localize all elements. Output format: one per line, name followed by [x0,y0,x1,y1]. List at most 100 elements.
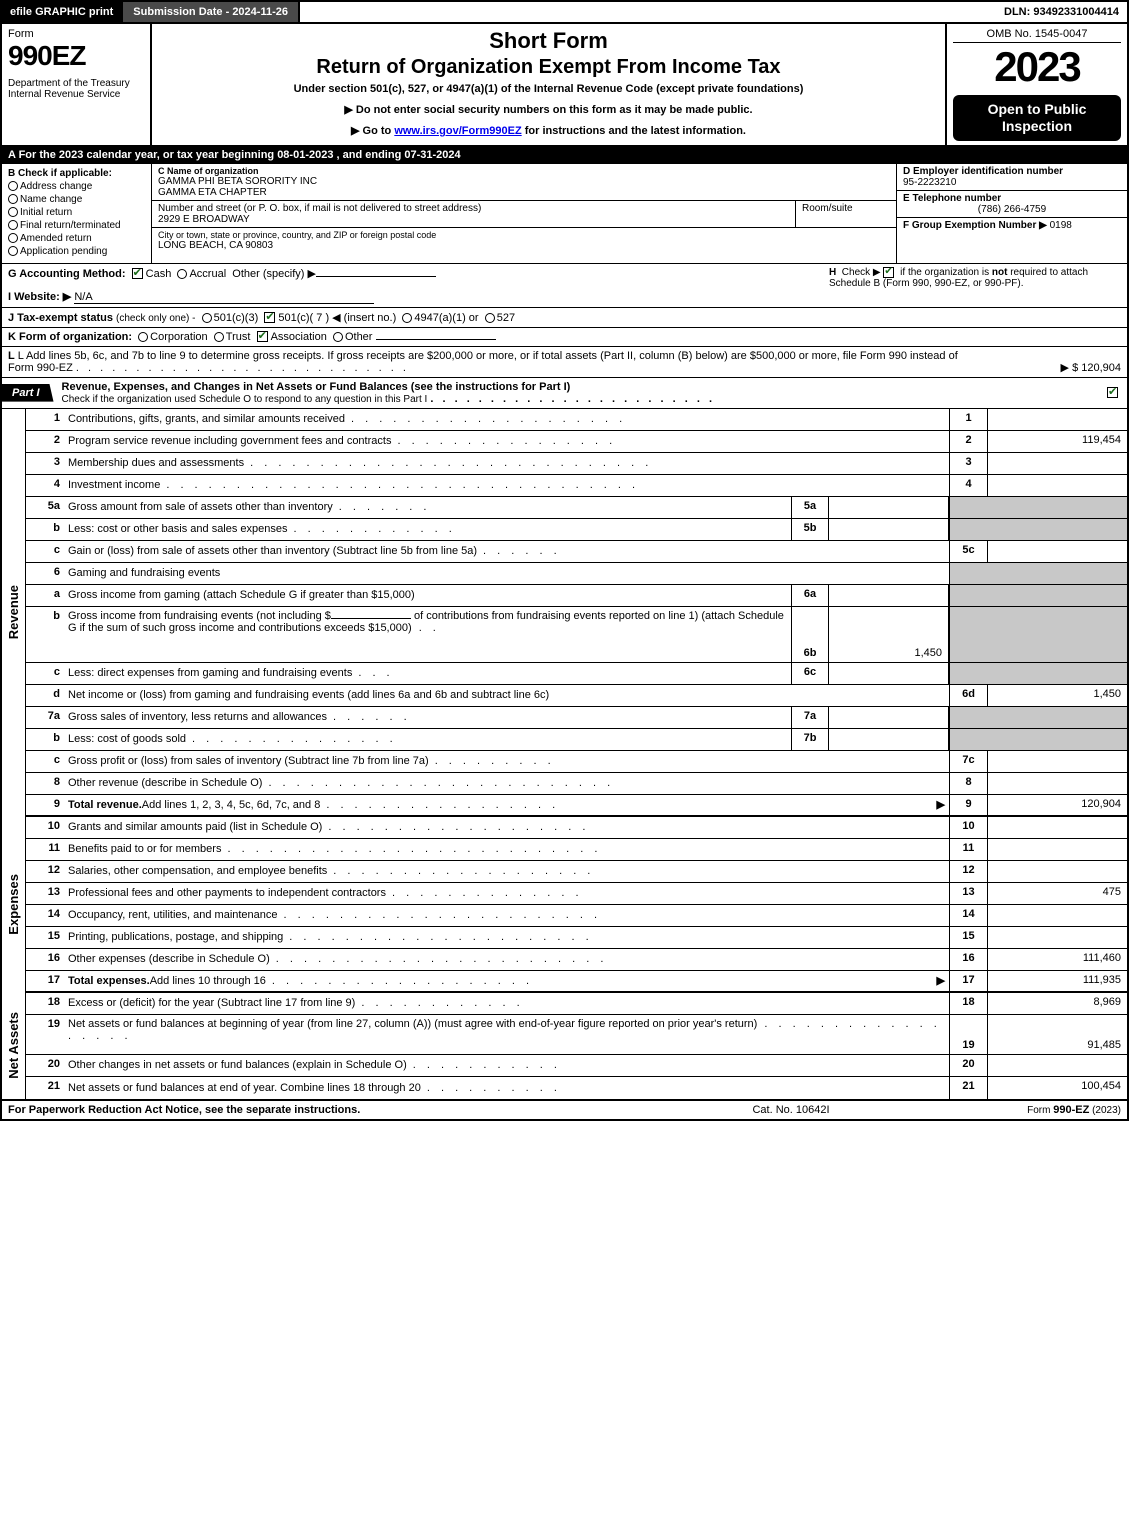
line-6c: cLess: direct expenses from gaming and f… [26,663,1127,685]
paperwork-notice: For Paperwork Reduction Act Notice, see … [8,1104,661,1116]
street-cell: Number and street (or P. O. box, if mail… [152,201,796,227]
netassets-vcat: Net Assets [2,993,26,1099]
form-ref: Form 990-EZ (2023) [921,1104,1121,1116]
line-18: 18Excess or (deficit) for the year (Subt… [26,993,1127,1015]
line-7b: bLess: cost of goods sold. . . . . . . .… [26,729,1127,751]
tel-label: E Telephone number [903,193,1121,204]
section-k: K Form of organization: Corporation Trus… [0,328,1129,347]
line-6b: bGross income from fundraising events (n… [26,607,1127,663]
line-12: 12Salaries, other compensation, and empl… [26,861,1127,883]
part-1-title: Revenue, Expenses, and Changes in Net As… [54,378,1107,408]
tel-value: (786) 266-4759 [903,204,1121,215]
chk-527[interactable] [485,313,495,323]
ein-label: D Employer identification number [903,166,1121,177]
chk-cash[interactable] [132,268,143,279]
page-footer: For Paperwork Reduction Act Notice, see … [0,1101,1129,1121]
chk-4947[interactable] [402,313,412,323]
efile-print-button[interactable]: efile GRAPHIC print [2,2,123,22]
j-o1: 501(c)(3) [214,312,259,324]
chk-trust[interactable] [214,332,224,342]
j-o4: 527 [497,312,515,324]
chk-application-pending[interactable]: Application pending [8,246,145,257]
city-value: LONG BEACH, CA 90803 [158,240,890,251]
chk-name-change[interactable]: Name change [8,194,145,205]
return-title: Return of Organization Exempt From Incom… [158,56,939,79]
revenue-grid: Revenue 1Contributions, gifts, grants, a… [0,409,1129,817]
chk-final-return[interactable]: Final return/terminated [8,220,145,231]
ein-value: 95-2223210 [903,177,1121,188]
chk-amended-return[interactable]: Amended return [8,233,145,244]
cat-no: Cat. No. 10642I [661,1104,921,1116]
line-21: 21Net assets or fund balances at end of … [26,1077,1127,1099]
part-1-checkbox[interactable] [1107,387,1127,399]
line-16: 16Other expenses (describe in Schedule O… [26,949,1127,971]
col-b-title: B Check if applicable: [8,168,145,179]
line-1: 1Contributions, gifts, grants, and simil… [26,409,1127,431]
other-org-input[interactable] [376,339,496,340]
tax-year: 2023 [953,43,1121,91]
header-left: Form 990EZ Department of the Treasury In… [2,24,152,145]
chk-501c[interactable] [264,312,275,323]
header-center: Short Form Return of Organization Exempt… [152,24,947,145]
column-c: C Name of organization GAMMA PHI BETA SO… [152,164,897,263]
chk-initial-return[interactable]: Initial return [8,207,145,218]
goto-pre: ▶ Go to [351,125,394,137]
header-right: OMB No. 1545-0047 2023 Open to Public In… [947,24,1127,145]
short-form-title: Short Form [158,28,939,54]
line-7c: cGross profit or (loss) from sales of in… [26,751,1127,773]
org-name-2: GAMMA ETA CHAPTER [158,187,890,198]
column-d: D Employer identification number 95-2223… [897,164,1127,263]
form-word: Form [8,28,144,40]
line-2: 2Program service revenue including gover… [26,431,1127,453]
part-1-label: Part I [2,384,54,402]
group-value: 0198 [1050,220,1072,231]
ein-cell: D Employer identification number 95-2223… [897,164,1127,191]
part-1-header: Part I Revenue, Expenses, and Changes in… [0,378,1129,409]
chk-corp[interactable] [138,332,148,342]
dln-label: DLN: 93492331004414 [996,2,1127,22]
chk-address-change[interactable]: Address change [8,181,145,192]
i-label: I Website: ▶ [8,291,71,303]
chk-schedule-b[interactable] [883,267,894,278]
netassets-grid: Net Assets 18Excess or (deficit) for the… [0,993,1129,1101]
top-bar: efile GRAPHIC print Submission Date - 20… [0,0,1129,24]
cash-label: Cash [146,268,172,280]
room-label: Room/suite [802,203,890,214]
chk-501c3[interactable] [202,313,212,323]
j-o2: 501(c)( 7 ) ◀ (insert no.) [278,312,396,324]
l-amount: ▶ $ 120,904 [981,361,1121,374]
part-1-sub: Check if the organization used Schedule … [62,394,428,405]
main-info-block: B Check if applicable: Address change Na… [0,164,1129,264]
other-input[interactable] [316,276,436,277]
line-5a: 5aGross amount from sale of assets other… [26,497,1127,519]
revenue-vcat: Revenue [2,409,26,817]
line-11: 11Benefits paid to or for members. . . .… [26,839,1127,861]
line-5b: bLess: cost or other basis and sales exp… [26,519,1127,541]
k-other: Other [345,331,373,343]
line-8: 8Other revenue (describe in Schedule O).… [26,773,1127,795]
k-assoc: Association [271,331,327,343]
g-label: G Accounting Method: [8,268,126,280]
line-9: 9Total revenue. Add lines 1, 2, 3, 4, 5c… [26,795,1127,817]
k-trust: Trust [226,331,251,343]
goto-post: for instructions and the latest informat… [522,125,746,137]
org-name-cell: C Name of organization GAMMA PHI BETA SO… [152,164,896,201]
submission-date-button[interactable]: Submission Date - 2024-11-26 [123,2,300,22]
section-l: L L Add lines 5b, 6c, and 7b to line 9 t… [0,347,1129,378]
other-label: Other (specify) ▶ [232,268,316,280]
row-a-tax-year: A For the 2023 calendar year, or tax yea… [0,147,1129,164]
chk-assoc[interactable] [257,331,268,342]
website-value: N/A [74,291,374,304]
k-label: K Form of organization: [8,331,132,343]
accrual-label: Accrual [189,268,226,280]
irs-link[interactable]: www.irs.gov/Form990EZ [394,125,521,137]
line-19: 19Net assets or fund balances at beginni… [26,1015,1127,1055]
chk-accrual[interactable] [177,269,187,279]
section-g-h: G Accounting Method: Cash Accrual Other … [0,264,1129,308]
chk-other-org[interactable] [333,332,343,342]
accounting-method: G Accounting Method: Cash Accrual Other … [8,267,821,304]
website-row: I Website: ▶ N/A [8,290,821,304]
dept-label: Department of the Treasury Internal Reve… [8,78,144,100]
line-3: 3Membership dues and assessments. . . . … [26,453,1127,475]
line-14: 14Occupancy, rent, utilities, and mainte… [26,905,1127,927]
